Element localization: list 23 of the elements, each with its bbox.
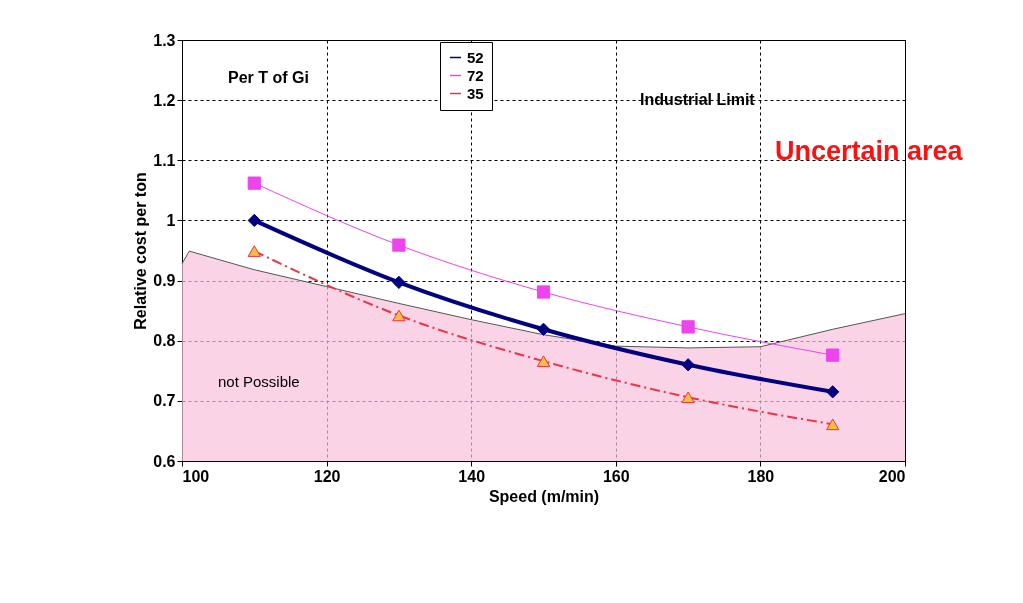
- y-tick-label: 1.3: [153, 31, 176, 49]
- x-axis-title: Speed (m/min): [488, 487, 600, 505]
- y-tick-label: 0.6: [153, 452, 176, 470]
- legend-label: 35: [467, 84, 484, 102]
- annotation: Per T of Gi: [228, 69, 309, 86]
- y-tick-label: 1.1: [153, 151, 176, 169]
- x-tick-label: 160: [602, 467, 630, 485]
- annotation: not Possible: [218, 373, 300, 390]
- x-tick-label: 100: [182, 467, 210, 485]
- y-axis-title: Relative cost per ton: [132, 172, 150, 330]
- y-tick-label: 0.8: [153, 332, 176, 350]
- y-tick-label: 1.2: [153, 91, 176, 109]
- x-tick-label: 140: [458, 467, 486, 485]
- legend-label: 52: [467, 48, 484, 66]
- y-tick-label: 0.9: [153, 272, 176, 290]
- annotation: Uncertain area: [775, 136, 964, 166]
- x-tick-label: 200: [878, 467, 906, 485]
- annotation: Industrial Limit: [640, 91, 756, 108]
- y-tick-label: 1: [166, 211, 176, 229]
- y-tick-label: 0.7: [153, 392, 176, 410]
- x-tick-label: 180: [747, 467, 775, 485]
- x-tick-label: 120: [313, 467, 341, 485]
- legend-label: 72: [467, 66, 484, 84]
